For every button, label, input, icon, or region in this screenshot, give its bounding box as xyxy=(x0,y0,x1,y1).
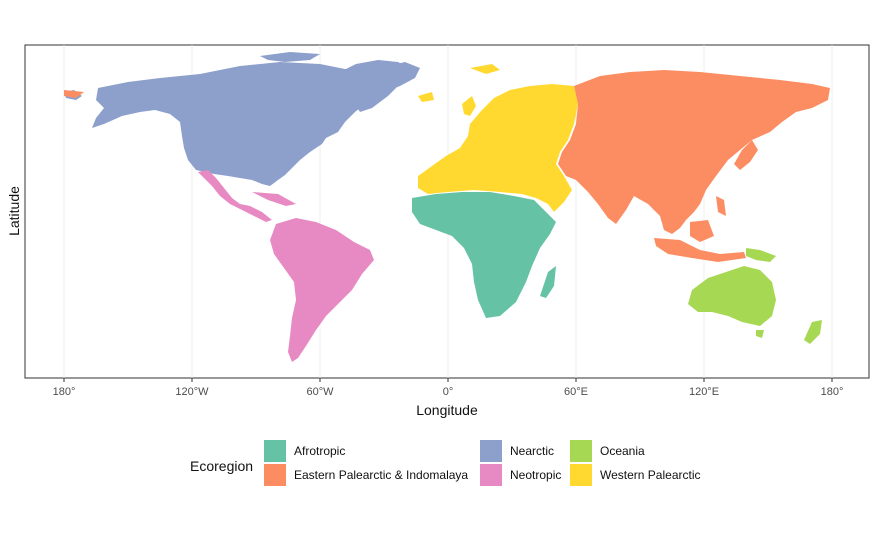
legend-swatch xyxy=(264,464,286,486)
eastern-palearctic-japan xyxy=(734,140,758,170)
legend-swatch xyxy=(480,464,502,486)
region-oceania xyxy=(688,248,822,344)
neotropic-central-america xyxy=(198,170,272,222)
legend-label: Nearctic xyxy=(510,444,555,458)
legend-item-neotropic: Neotropic xyxy=(480,464,561,486)
legend-item-nearctic: Nearctic xyxy=(480,440,554,462)
y-axis-label: Latitude xyxy=(6,186,22,236)
neotropic-caribbean xyxy=(252,192,296,206)
legend-label: Afrotropic xyxy=(294,444,346,458)
nearctic-greenland xyxy=(336,60,410,112)
oceania-new-zealand xyxy=(804,320,822,344)
x-tick-label: 180° xyxy=(53,386,76,398)
oceania-australia xyxy=(688,266,776,326)
region-nearctic xyxy=(64,52,420,186)
neotropic-south-america xyxy=(270,218,374,362)
legend-label: Eastern Palearctic & Indomalaya xyxy=(294,468,469,482)
nearctic-north-america xyxy=(92,62,420,186)
legend-swatch xyxy=(480,440,502,462)
legend-swatch xyxy=(264,440,286,462)
nearctic-newfoundland xyxy=(326,116,340,128)
x-tick-label: 180° xyxy=(821,386,844,398)
region-neotropic xyxy=(198,170,374,362)
x-axis-ticks xyxy=(63,378,833,382)
eastern-palearctic-mainland xyxy=(558,70,830,234)
region-eastern-palearctic-indomalaya xyxy=(64,70,830,262)
x-tick-label: 120°E xyxy=(689,386,719,398)
eastern-palearctic-chukotka xyxy=(64,90,84,98)
legend-label: Oceania xyxy=(600,444,645,458)
eastern-palearctic-borneo xyxy=(690,220,714,242)
legend-label: Western Palearctic xyxy=(600,468,701,482)
legend-item-eastern-palearctic-indomalaya: Eastern Palearctic & Indomalaya xyxy=(264,464,468,486)
eastern-palearctic-philippines xyxy=(716,196,726,216)
legend-item-oceania: Oceania xyxy=(570,440,645,462)
x-axis-label: Longitude xyxy=(416,402,478,418)
legend-title: Ecoregion xyxy=(190,458,254,474)
x-axis-tick-labels: 180° 120°W 60°W 0° 60°E 120°E 180° xyxy=(53,386,844,398)
legend-label: Neotropic xyxy=(510,468,562,482)
region-western-palearctic xyxy=(418,64,578,212)
oceania-tasmania xyxy=(756,330,764,338)
afrotropic-madagascar xyxy=(540,266,556,298)
x-tick-label: 120°W xyxy=(175,386,209,398)
oceania-new-guinea xyxy=(746,248,776,262)
western-palearctic-iceland xyxy=(418,92,434,102)
nearctic-arctic-island xyxy=(260,52,320,62)
eastern-palearctic-indonesia xyxy=(654,238,746,262)
x-tick-label: 60°W xyxy=(306,386,334,398)
western-palearctic-svalbard xyxy=(470,64,500,74)
x-tick-label: 0° xyxy=(443,386,454,398)
x-tick-label: 60°E xyxy=(564,386,588,398)
western-palearctic-uk-islands xyxy=(462,96,476,116)
legend-item-western-palearctic: Western Palearctic xyxy=(570,464,700,486)
legend-item-afrotropic: Afrotropic xyxy=(264,440,345,462)
afrotropic-africa xyxy=(412,192,556,318)
legend-swatch xyxy=(570,464,592,486)
legend-swatch xyxy=(570,440,592,462)
region-afrotropic xyxy=(412,192,556,318)
western-palearctic-europe-north-africa xyxy=(418,84,578,212)
